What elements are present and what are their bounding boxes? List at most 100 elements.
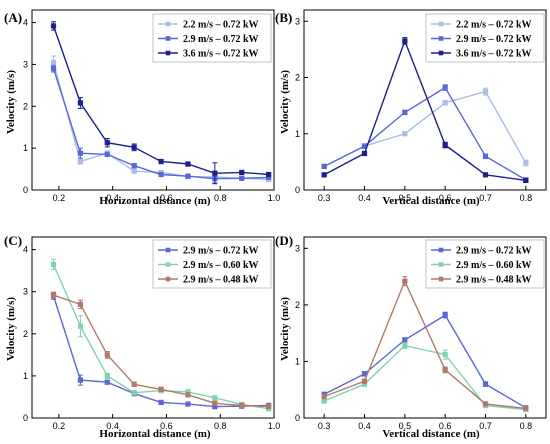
data-point: [185, 392, 191, 398]
x-tick-label: 0.6: [439, 193, 452, 203]
x-tick-label: 0.2: [53, 193, 66, 203]
data-point: [185, 401, 191, 407]
x-tick-label: 0.4: [358, 193, 371, 203]
x-tick-label: 0.6: [439, 421, 452, 431]
data-point: [482, 401, 489, 407]
series-line: [323, 314, 527, 409]
data-point: [442, 100, 448, 106]
data-point: [131, 144, 137, 150]
data-point: [523, 405, 529, 411]
x-axis-title: Vertical distance (m): [382, 428, 480, 440]
x-tick-label: 0.8: [520, 421, 533, 431]
x-tick-label: 0.4: [106, 421, 119, 431]
data-point: [158, 171, 164, 178]
x-tick-label: 0.6: [160, 193, 173, 203]
x-tick-label: 0.4: [106, 193, 119, 203]
series-line: [323, 90, 527, 168]
data-point: [158, 386, 164, 392]
data-point: [402, 278, 408, 284]
series-2: [50, 64, 272, 184]
y-tick-label: 1: [295, 129, 300, 139]
data-point: [442, 85, 448, 91]
series-2: [321, 84, 529, 183]
legend: 2.9 m/s – 0.72 kW 2.9 m/s – 0.60 kW 2.9 m/…: [425, 239, 545, 289]
panel-b: (B) Velocity (m/s) Vertical distance (m)…: [275, 9, 547, 207]
data-point: [523, 177, 529, 184]
data-point: [50, 66, 57, 72]
y-tick-label: 2: [295, 73, 300, 83]
y-tick-label: 0: [23, 185, 28, 195]
legend-marker: [165, 247, 171, 253]
data-point: [482, 381, 489, 387]
legend-label: 2.9 m/s – 0.60 kW: [183, 260, 259, 271]
x-tick-label: 0.8: [520, 193, 533, 203]
data-point: [266, 404, 272, 410]
legend-label: 3.6 m/s – 0.72 kW: [183, 49, 259, 60]
data-point: [402, 131, 408, 137]
legend: 2.2 m/s – 0.72 kW 2.9 m/s – 0.72 kW 3.6 m/…: [425, 13, 545, 63]
legend-label: 2.9 m/s – 0.72 kW: [183, 34, 259, 45]
y-tick-label: 0: [295, 413, 300, 423]
y-tick-label: 2: [295, 300, 300, 310]
data-point: [131, 163, 137, 169]
data-point: [50, 23, 57, 29]
data-point: [321, 163, 327, 169]
data-point: [239, 169, 245, 176]
legend-marker: [438, 276, 444, 282]
y-tick-label: 1: [23, 371, 28, 381]
data-point: [321, 398, 327, 404]
data-point: [482, 172, 489, 178]
series-3: [321, 276, 529, 411]
data-point: [77, 377, 83, 383]
legend-marker: [438, 50, 444, 56]
panel-label: (B): [275, 10, 292, 25]
data-point: [77, 323, 83, 329]
data-point: [402, 342, 408, 349]
series-3: [50, 21, 272, 185]
data-point: [442, 367, 448, 373]
data-point: [442, 142, 448, 148]
data-point: [50, 292, 57, 298]
x-tick-label: 0.4: [358, 421, 371, 431]
legend-label: 2.9 m/s – 0.72 kW: [456, 34, 532, 45]
data-point: [402, 109, 408, 115]
legend-label: 2.2 m/s – 0.72 kW: [183, 20, 259, 31]
panel-label: (D): [275, 233, 293, 248]
legend-label: 2.9 m/s – 0.60 kW: [456, 260, 532, 271]
x-tick-label: 0.6: [160, 421, 173, 431]
legend: 2.2 m/s – 0.72 kW 2.9 m/s – 0.72 kW 3.6 m/…: [152, 13, 272, 63]
data-point: [158, 399, 164, 406]
data-point: [212, 400, 218, 406]
data-point: [321, 172, 327, 178]
y-axis-title: Velocity (m/s): [5, 297, 17, 361]
legend-marker: [438, 36, 444, 41]
data-point: [266, 171, 272, 178]
data-point: [321, 393, 327, 400]
x-tick-label: 0.7: [479, 421, 492, 431]
data-point: [402, 38, 408, 44]
data-point: [77, 150, 83, 156]
x-tick-label: 0.5: [399, 193, 412, 203]
legend-marker: [438, 247, 444, 253]
data-point: [77, 100, 83, 106]
legend-label: 2.9 m/s – 0.48 kW: [456, 275, 532, 286]
data-point: [402, 337, 408, 343]
plot-frame: [303, 236, 547, 419]
x-axis-title: Horizontal distance (m): [99, 195, 211, 207]
x-axis-title: Horizontal distance (m): [99, 428, 211, 440]
data-point: [158, 158, 164, 165]
data-point: [50, 261, 57, 267]
data-point: [185, 173, 191, 179]
plot-frame: [31, 9, 275, 191]
x-tick-label: 0.3: [318, 193, 331, 203]
data-point: [239, 175, 245, 181]
y-tick-label: 3: [23, 59, 28, 69]
data-point: [104, 352, 110, 358]
data-point: [212, 395, 218, 401]
data-point: [523, 160, 529, 166]
x-tick-label: 0.8: [214, 421, 227, 431]
y-axis-title: Velocity (m/s): [279, 70, 291, 134]
panel-label: (C): [4, 233, 22, 248]
series-line: [323, 86, 527, 181]
